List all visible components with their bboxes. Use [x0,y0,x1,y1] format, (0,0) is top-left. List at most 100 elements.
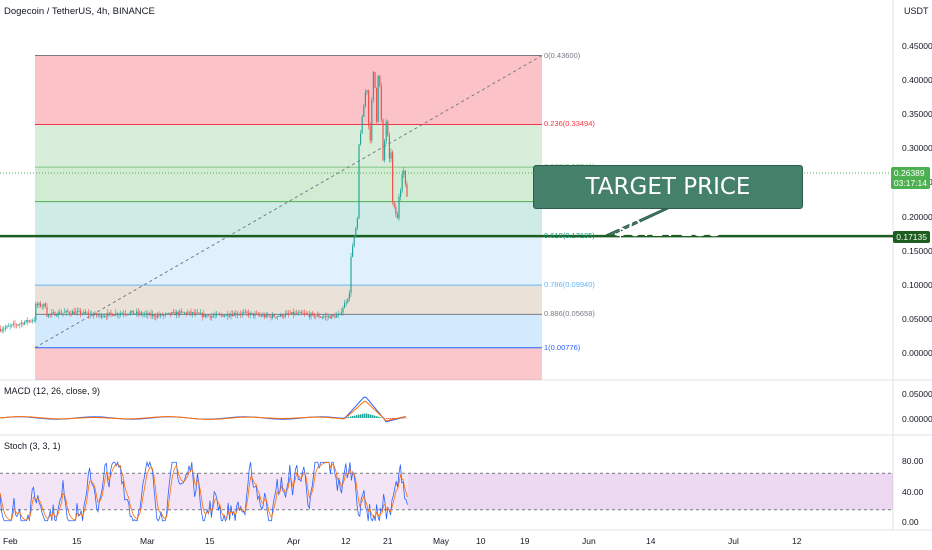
candle-body [238,314,240,315]
candle-body [403,170,405,175]
macd-histogram-bar [352,415,354,418]
candle-body [12,323,14,325]
candle-body [49,314,51,315]
candle-body [75,311,77,314]
candle-body [179,311,181,315]
candle-body [240,314,242,315]
macd-histogram-bar [368,414,370,418]
candle-body [89,313,91,315]
time-tick: Apr [287,536,301,546]
candle-body [65,310,67,312]
candle-body [48,314,50,317]
candle-body [392,152,394,203]
candle-body [172,312,174,313]
candle-body [153,314,155,317]
candle-body [329,316,331,319]
target-price-callout[interactable]: TARGET PRICE $0.17135 [533,165,803,242]
candle-body [376,87,378,122]
candle-body [396,214,398,219]
candle-body [337,314,339,316]
candle-body [281,314,283,317]
candle-body [268,315,270,317]
candle-body [371,99,373,141]
price-tick: 0.35000 [902,109,932,120]
candle-body [302,312,304,314]
stoch-band-right [408,473,893,510]
candle-body [395,206,397,215]
candle-body [336,315,338,318]
macd-histogram-bar [362,413,364,418]
candle-body [121,313,123,315]
candle-body [22,322,24,325]
candle-body [64,311,66,313]
macd-histogram-bar [388,418,390,419]
candle-body [305,313,307,315]
stoch-tick-2: 0.00 [902,517,919,527]
candle-body [94,313,96,315]
candle-body [177,312,179,315]
candle-body [252,313,254,316]
candle-body [390,152,392,159]
macd-histogram-bar [360,414,362,418]
stoch-title: Stoch (3, 3, 1) [4,441,61,451]
candle-body [284,313,286,317]
candle-body [196,312,198,314]
candle-body [313,313,315,317]
price-tick: 0.00000 [902,348,932,358]
price-tick: 0.45000 [902,41,932,51]
fib-label-6: 0.886(0.05658) [544,309,595,319]
candle-body [296,312,298,314]
time-tick: 15 [205,536,215,546]
candle-body [203,313,205,317]
candle-body [70,313,72,315]
candle-body [193,312,195,314]
candle-body [217,313,219,315]
candle-body [102,316,104,318]
candle-body [187,312,189,315]
price-tick: 0.30000 [902,143,932,154]
candle-body [316,314,318,317]
candle-body [185,312,187,315]
time-tick: Mar [140,536,155,546]
candle-body [294,312,296,315]
macd-histogram-bar [350,416,352,418]
candle-body [68,312,70,314]
candle-body [228,316,230,317]
price-tick: 0.40000 [902,75,932,86]
candle-body [352,246,354,257]
candle-body [145,313,147,314]
time-tick: 10 [476,536,486,546]
candle-body [132,310,134,314]
macd-tick-1: 0.00000 [902,414,932,424]
candle-body [3,328,5,330]
candle-body [260,315,262,317]
macd-histogram-bar [348,416,350,418]
candle-body [148,313,150,316]
fib-label-4: 0.618(0.17135) [544,231,595,241]
macd-histogram-bar [372,415,374,418]
candle-body [209,315,211,318]
candle-body [299,311,301,313]
fib-label-5: 0.786(0.09940) [544,280,595,290]
candle-body [201,312,203,317]
candle-body [27,319,29,322]
candle-body [44,303,46,307]
candle-body [342,308,344,313]
candle-body [107,312,109,317]
fib-label-0: 0(0.43600) [544,50,581,60]
candle-body [219,314,221,316]
macd-histogram-bar [378,416,380,418]
candle-body [364,92,366,106]
candle-body [166,313,168,314]
currency-label[interactable]: USDT [904,6,929,16]
fib-zone-5 [35,285,542,315]
candle-body [62,312,64,314]
candle-body [144,313,146,315]
candle-body [57,312,59,316]
candle-body [116,313,118,315]
macd-signal-line [0,401,407,422]
candle-body [358,144,360,219]
candle-body [161,313,163,316]
candle-body [241,312,243,315]
